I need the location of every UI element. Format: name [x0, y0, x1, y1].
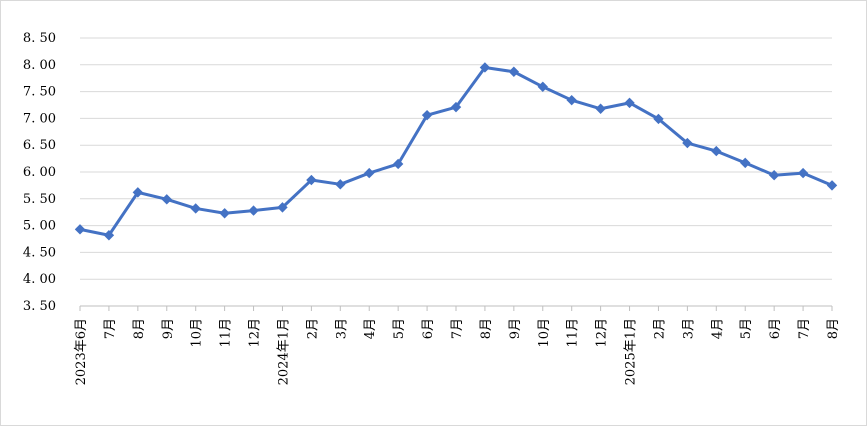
data-point	[248, 205, 259, 216]
x-tick-label: 8月	[479, 318, 494, 339]
data-point	[306, 174, 317, 186]
data-point	[421, 109, 433, 121]
x-tick-label: 8月	[132, 318, 147, 339]
data-point	[161, 194, 172, 205]
x-tick-label: 11月	[566, 318, 581, 348]
x-tick-label: 2023年6月	[74, 318, 89, 385]
data-point	[392, 158, 404, 170]
x-tick-label: 5月	[739, 318, 754, 339]
y-tick-label: 3. 50	[23, 299, 56, 314]
data-point	[219, 208, 230, 219]
x-tick-label: 8月	[826, 318, 841, 339]
data-point	[508, 66, 520, 77]
data-point	[740, 157, 751, 169]
x-tick-label: 3月	[334, 318, 349, 339]
x-tick-label: 2025年1月	[624, 318, 639, 385]
x-tick-label: 5月	[392, 318, 407, 339]
y-tick-label: 7. 50	[23, 85, 56, 100]
data-point	[364, 167, 375, 179]
x-tick-label: 4月	[363, 318, 378, 339]
data-point	[768, 170, 780, 181]
x-tick-label: 6月	[768, 318, 783, 339]
x-tick-label: 2024年1月	[276, 318, 291, 385]
y-tick-label: 5. 00	[23, 219, 56, 234]
x-tick-label: 9月	[161, 318, 176, 339]
x-tick-label: 12月	[248, 318, 263, 348]
y-tick-label: 7. 00	[23, 111, 56, 126]
x-tick-label: 4月	[710, 318, 725, 339]
x-tick-label: 9月	[508, 318, 523, 339]
x-tick-label: 3月	[681, 318, 696, 339]
data-point	[103, 230, 115, 241]
x-tick-label: 10月	[537, 318, 552, 348]
data-point	[190, 203, 201, 214]
x-tick-label: 2月	[652, 318, 667, 339]
y-tick-label: 5. 50	[23, 192, 56, 207]
y-tick-label: 8. 00	[23, 58, 56, 73]
x-tick-label: 11月	[219, 318, 234, 348]
data-point	[566, 94, 577, 106]
data-point	[826, 180, 838, 191]
x-tick-label: 2月	[305, 318, 320, 339]
data-point	[595, 103, 606, 114]
x-tick-label: 7月	[450, 318, 465, 339]
data-point	[479, 62, 491, 73]
y-tick-label: 6. 00	[23, 165, 56, 180]
data-point	[682, 137, 693, 149]
data-point	[277, 202, 288, 213]
data-point	[797, 167, 809, 179]
data-point	[132, 187, 144, 198]
data-point	[537, 81, 548, 92]
data-point	[335, 179, 346, 190]
data-point	[450, 101, 462, 113]
data-point	[74, 224, 86, 235]
x-tick-label: 12月	[595, 318, 610, 348]
y-tick-label: 8. 50	[23, 31, 56, 46]
y-tick-label: 4. 00	[23, 272, 56, 287]
x-tick-label: 7月	[797, 318, 812, 339]
x-tick-label: 10月	[190, 318, 205, 348]
y-tick-label: 4. 50	[23, 245, 56, 260]
y-tick-label: 6. 50	[23, 138, 56, 153]
x-tick-label: 6月	[421, 318, 436, 339]
data-point	[624, 97, 635, 109]
x-tick-label: 7月	[103, 318, 118, 339]
data-point	[711, 145, 722, 157]
data-point	[653, 113, 664, 125]
